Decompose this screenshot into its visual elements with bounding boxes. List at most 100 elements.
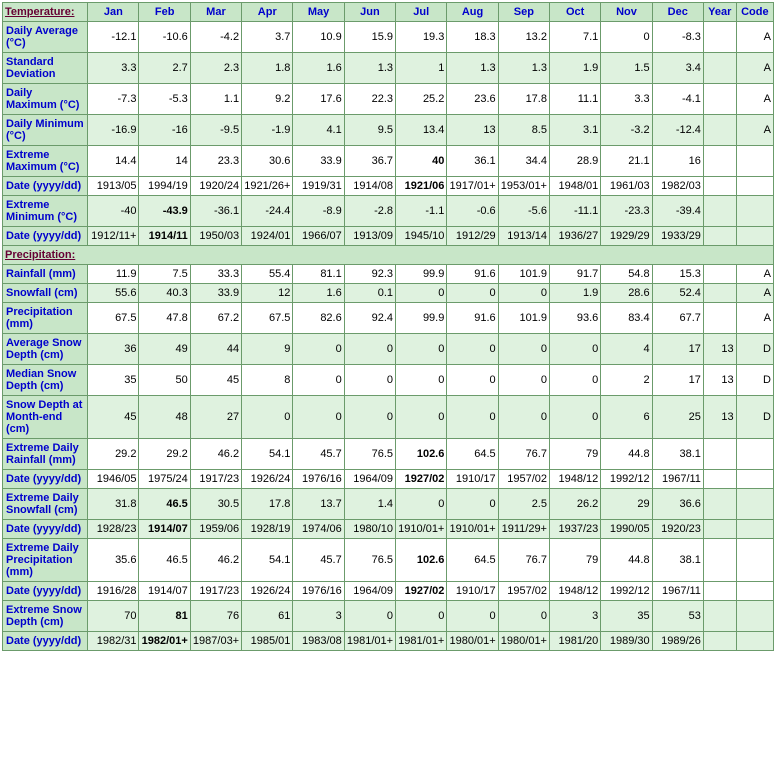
cell: 0 (549, 365, 600, 396)
cell (736, 177, 773, 196)
cell (703, 115, 736, 146)
cell: 17.8 (498, 84, 549, 115)
cell: 10.9 (293, 22, 344, 53)
cell (736, 146, 773, 177)
cell: 27 (190, 396, 241, 439)
row-label: Standard Deviation (3, 53, 88, 84)
cell (703, 303, 736, 334)
cell: 1982/03 (652, 177, 703, 196)
cell (703, 146, 736, 177)
temperature-section-header: Temperature: (3, 3, 88, 22)
cell: -16 (139, 115, 190, 146)
table-row: Date (yyyy/dd)1946/051975/241917/231926/… (3, 470, 774, 489)
table-row: Standard Deviation3.32.72.31.81.61.311.3… (3, 53, 774, 84)
table-row: Extreme Daily Snowfall (cm)31.846.530.51… (3, 489, 774, 520)
cell: 1.9 (549, 284, 600, 303)
cell: -24.4 (242, 196, 293, 227)
cell: 70 (88, 601, 139, 632)
cell: 44 (190, 334, 241, 365)
cell: 1 (396, 53, 447, 84)
cell: 0 (447, 601, 498, 632)
row-label: Extreme Minimum (°C) (3, 196, 88, 227)
cell: 1964/09 (344, 470, 395, 489)
cell: 1937/23 (549, 520, 600, 539)
cell: 82.6 (293, 303, 344, 334)
cell: 92.3 (344, 265, 395, 284)
cell: 0 (344, 365, 395, 396)
table-row: Extreme Daily Rainfall (mm)29.229.246.25… (3, 439, 774, 470)
col-sep: Sep (498, 3, 549, 22)
cell: 1926/24 (242, 582, 293, 601)
cell: 1921/26+ (242, 177, 293, 196)
cell (703, 227, 736, 246)
row-label: Precipitation (mm) (3, 303, 88, 334)
cell: 1917/23 (190, 470, 241, 489)
table-row: Date (yyyy/dd)1928/231914/071959/061928/… (3, 520, 774, 539)
cell: 30.5 (190, 489, 241, 520)
cell: 1987/03+ (190, 632, 241, 651)
cell: 1916/28 (88, 582, 139, 601)
cell: -9.5 (190, 115, 241, 146)
table-row: Date (yyyy/dd)1912/11+1914/111950/031924… (3, 227, 774, 246)
cell: 1981/20 (549, 632, 600, 651)
cell: 1985/01 (242, 632, 293, 651)
cell: 36.6 (652, 489, 703, 520)
cell: 0 (396, 365, 447, 396)
cell: 13 (447, 115, 498, 146)
cell: 1927/02 (396, 582, 447, 601)
cell: A (736, 115, 773, 146)
cell: 1961/03 (601, 177, 652, 196)
climate-data-table: Temperature: Jan Feb Mar Apr May Jun Jul… (2, 2, 774, 651)
cell: 91.6 (447, 303, 498, 334)
cell: 1924/01 (242, 227, 293, 246)
cell: A (736, 22, 773, 53)
cell: 1975/24 (139, 470, 190, 489)
cell: 1948/12 (549, 582, 600, 601)
cell: 13 (703, 365, 736, 396)
row-label: Date (yyyy/dd) (3, 470, 88, 489)
cell: 15.9 (344, 22, 395, 53)
cell: 1910/01+ (396, 520, 447, 539)
cell: 0 (396, 396, 447, 439)
cell: 11.1 (549, 84, 600, 115)
cell: 91.7 (549, 265, 600, 284)
table-row: Precipitation (mm)67.547.867.267.582.692… (3, 303, 774, 334)
cell: 25 (652, 396, 703, 439)
cell: 1.3 (498, 53, 549, 84)
cell: 33.3 (190, 265, 241, 284)
table-row: Daily Minimum (°C)-16.9-16-9.5-1.94.19.5… (3, 115, 774, 146)
cell: 64.5 (447, 539, 498, 582)
cell: 1974/06 (293, 520, 344, 539)
cell: 53 (652, 601, 703, 632)
cell: 50 (139, 365, 190, 396)
cell: 18.3 (447, 22, 498, 53)
cell (736, 520, 773, 539)
cell: 9.2 (242, 84, 293, 115)
cell: 0 (498, 365, 549, 396)
cell: 0 (498, 396, 549, 439)
cell (736, 601, 773, 632)
cell: -12.1 (88, 22, 139, 53)
cell: 46.5 (139, 539, 190, 582)
cell: 36.1 (447, 146, 498, 177)
precipitation-section-header: Precipitation: (3, 246, 774, 265)
cell: 7.5 (139, 265, 190, 284)
cell: 79 (549, 539, 600, 582)
cell: 1912/11+ (88, 227, 139, 246)
cell: 1921/06 (396, 177, 447, 196)
cell: 92.4 (344, 303, 395, 334)
cell: 1964/09 (344, 582, 395, 601)
cell: 1.3 (344, 53, 395, 84)
col-code: Code (736, 3, 773, 22)
table-row: Extreme Minimum (°C)-40-43.9-36.1-24.4-8… (3, 196, 774, 227)
cell: 0 (601, 22, 652, 53)
cell: 0 (447, 284, 498, 303)
cell: 76.5 (344, 439, 395, 470)
cell: 28.9 (549, 146, 600, 177)
cell: -11.1 (549, 196, 600, 227)
cell: 1976/16 (293, 470, 344, 489)
cell: 61 (242, 601, 293, 632)
cell: 83.4 (601, 303, 652, 334)
cell: 3.3 (88, 53, 139, 84)
cell: 67.2 (190, 303, 241, 334)
